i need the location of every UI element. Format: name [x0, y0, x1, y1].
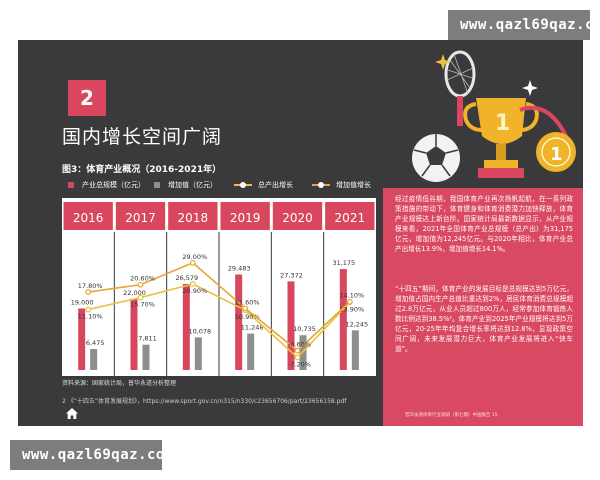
bar-value-added-2019	[247, 333, 255, 370]
bar-total-output-2019	[235, 274, 243, 370]
year-header-2019	[220, 202, 270, 230]
legend-swatch-total-growth	[234, 182, 252, 188]
point-added-growth-2017	[137, 281, 144, 288]
figure-caption: 图3：体育产业概况（2016-2021年）	[62, 165, 222, 175]
page-footer: 普华永道体育行业调研（第七期）中国报告 15	[405, 413, 498, 418]
bar-total-output-2016	[78, 308, 86, 370]
x-tick-label-2021: 2021	[335, 211, 366, 225]
legend-swatch-value-added	[154, 182, 160, 188]
bar-value-added-2021	[351, 330, 359, 370]
data-label-value-added-2018: 10,078	[188, 327, 211, 335]
legend-swatch-added-growth	[312, 182, 330, 188]
point-added-growth-2016	[85, 289, 92, 295]
section-number: 2	[68, 80, 106, 116]
sparkle-icon-2	[522, 80, 538, 96]
data-label-total-growth-2016: 11.10%	[78, 313, 103, 321]
data-label-total-growth-2019: 10.90%	[235, 313, 260, 321]
watermark-bottom: www.qazl69qaz.com	[10, 440, 173, 470]
year-header-2018	[168, 202, 218, 230]
data-label-value-added-2020: 10,735	[293, 325, 316, 333]
legend-total-output: 产业总规模（亿元）	[68, 180, 145, 190]
legend-label-total-growth: 总产出增长	[258, 181, 293, 189]
year-header-2016	[63, 202, 113, 230]
x-tick-label-2018: 2018	[178, 211, 209, 225]
x-tick-label-2020: 2020	[282, 211, 313, 225]
bar-total-output-2021	[339, 269, 347, 370]
report-page: 2 国内增长空间广阔 图3：体育产业概况（2016-2021年） 产业总规模（亿…	[18, 40, 583, 426]
line-total-growth	[87, 283, 351, 359]
point-added-growth-2021	[346, 298, 353, 305]
panel-paragraph-1: 经过疫情低谷期，我国体育产业再次扬帆起航，在一系列政策措施的带动下，体育健身和体…	[395, 195, 573, 253]
point-added-growth-2018	[189, 259, 196, 266]
bar-value-added-2018	[194, 337, 202, 370]
industry-chart-svg: 2016 2017 2018 2019 2020 2021 19,000 6,475 22,00…	[63, 202, 375, 376]
soccer-ball-icon	[412, 134, 460, 182]
home-icon[interactable]	[66, 408, 78, 419]
data-label-value-added-2019: 11,248	[241, 324, 264, 332]
legend-label-total-output: 产业总规模（亿元）	[82, 181, 145, 189]
sports-illustration: 1 1	[412, 50, 576, 182]
line-added-growth	[88, 261, 351, 352]
data-label-value-added-2016: 6,475	[86, 339, 105, 347]
panel-paragraph-2: “十四五”期间，体育产业的发展目标是总规模达到5万亿元，增加值占国内生产总值比重…	[395, 285, 573, 353]
data-label-total-output-2019: 29,483	[228, 265, 251, 273]
point-added-growth-2019	[242, 305, 249, 312]
bar-total-output-2017	[130, 298, 138, 370]
x-tick-label-2019: 2019	[230, 211, 261, 225]
tennis-racket-icon	[444, 50, 476, 126]
watermark-top: www.qazl69qaz.com	[448, 10, 600, 40]
year-header-2017	[115, 202, 166, 230]
section-title: 国内增长空间广阔	[62, 126, 223, 148]
bar-value-added-2017	[142, 344, 150, 370]
year-header-2021	[325, 202, 375, 230]
data-label-total-growth-2018: 20.90%	[182, 287, 207, 295]
year-header-2020	[272, 202, 323, 230]
legend-label-value-added: 增加值（亿元）	[168, 181, 217, 189]
point-total-growth-2016	[85, 306, 92, 313]
data-label-added-growth-2017: 20.60%	[130, 275, 155, 283]
trophy-icon: 1	[463, 98, 539, 178]
point-added-growth-2020	[294, 347, 301, 354]
legend-label-added-growth: 增加值增长	[336, 181, 371, 189]
data-label-total-output-2021: 31,175	[332, 259, 355, 267]
data-label-value-added-2021: 12,245	[345, 320, 368, 328]
legend-swatch-total-output	[68, 182, 74, 188]
source-note: 资料来源：国家统计局，普华永道分析整理	[62, 380, 177, 387]
data-label-total-output-2016: 19,000	[71, 298, 94, 306]
data-label-total-growth-2020: -7.20%	[288, 360, 311, 368]
bar-total-output-2018	[182, 283, 190, 370]
data-label-added-growth-2021: 14.10%	[339, 292, 364, 300]
text-panel: 经过疫情低谷期，我国体育产业再次扬帆起航，在一系列政策措施的带动下，体育健身和体…	[383, 188, 583, 426]
data-label-total-output-2017: 22,000	[123, 289, 146, 297]
bar-value-added-2016	[90, 349, 98, 370]
data-label-total-growth-2021: 13.90%	[339, 305, 364, 313]
data-label-value-added-2017: 7,811	[138, 335, 157, 343]
medal-icon: 1	[519, 105, 576, 172]
data-label-total-output-2018: 26,579	[175, 274, 198, 282]
data-label-total-growth-2017: 15.70%	[130, 301, 155, 309]
data-label-added-growth-2020: -4.60%	[288, 341, 311, 349]
data-label-added-growth-2018: 29.00%	[182, 253, 207, 261]
data-label-added-growth-2019: 11.60%	[235, 298, 260, 306]
svg-text:1: 1	[495, 111, 510, 136]
legend-added-growth: 增加值增长	[312, 180, 371, 190]
industry-chart: 2016 2017 2018 2019 2020 2021 19,000 6,475 22,00…	[62, 198, 376, 376]
data-label-total-output-2020: 27,372	[280, 271, 303, 279]
point-total-growth-2020	[294, 354, 301, 361]
point-total-growth-2018	[189, 281, 196, 287]
footnote: 2 《“十四五”体育发展规划》，https://www.sport.gov.cn…	[62, 398, 347, 405]
data-label-added-growth-2016: 17.80%	[78, 282, 103, 290]
legend-value-added: 增加值（亿元）	[154, 180, 217, 190]
svg-text:1: 1	[550, 144, 563, 165]
sparkle-icon	[435, 54, 451, 70]
chart-legend: 产业总规模（亿元） 增加值（亿元） 总产出增长 增加值增长	[62, 180, 392, 194]
legend-total-growth: 总产出增长	[234, 180, 293, 190]
x-tick-label-2017: 2017	[125, 211, 156, 225]
x-tick-label-2016: 2016	[73, 211, 104, 225]
bar-total-output-2020	[287, 281, 295, 370]
point-total-growth-2017	[137, 294, 144, 301]
